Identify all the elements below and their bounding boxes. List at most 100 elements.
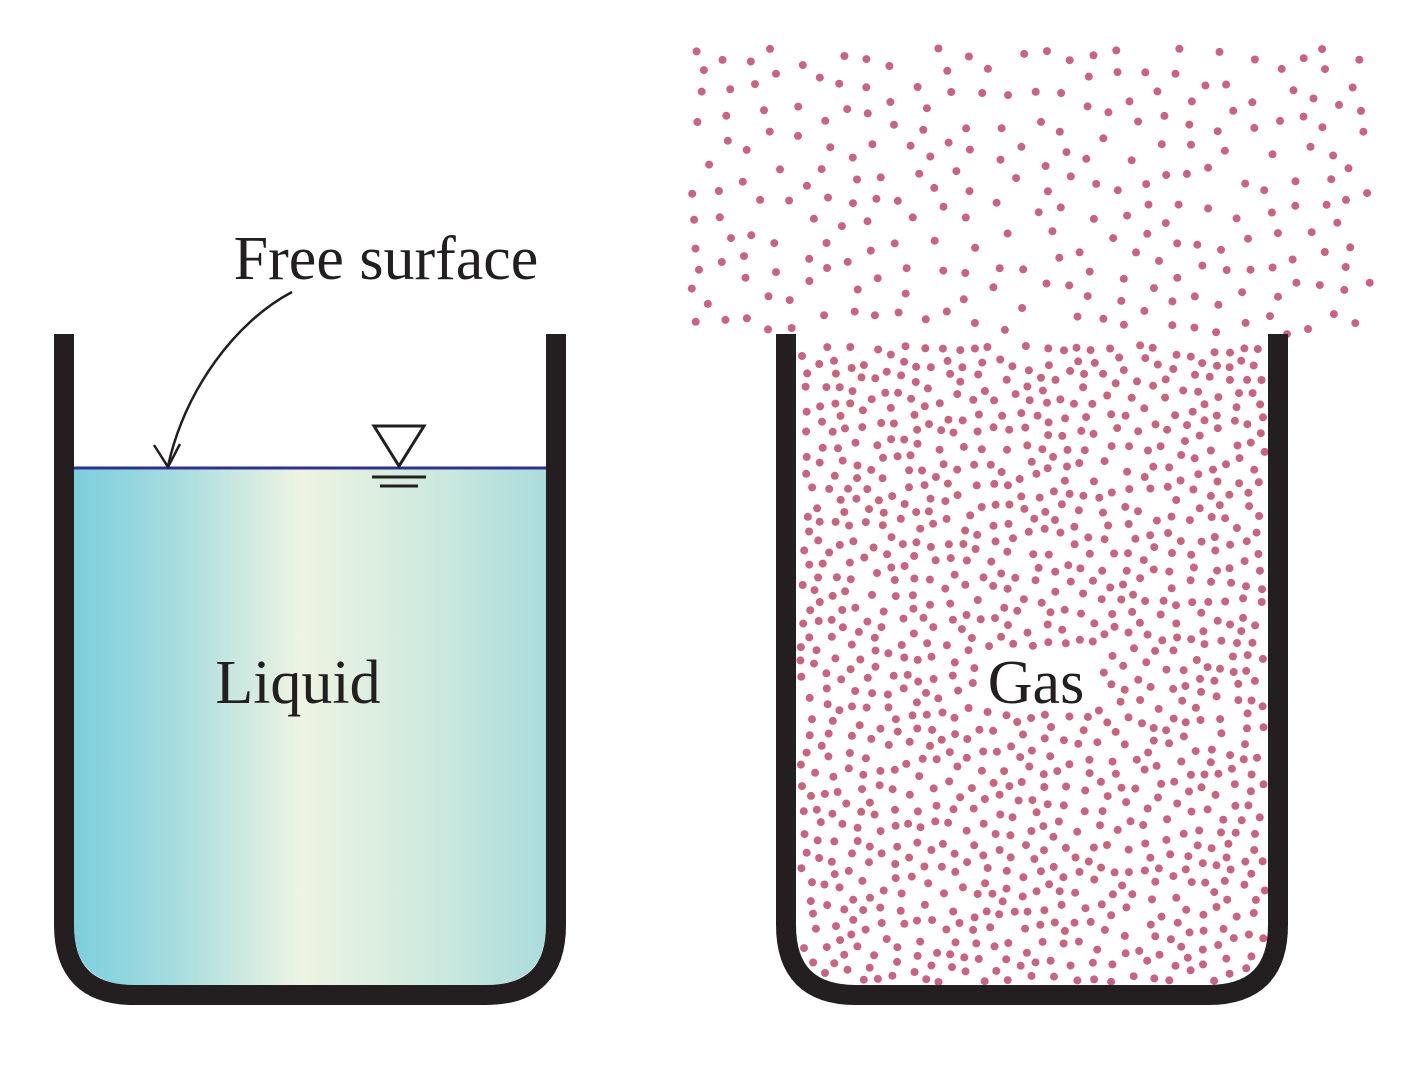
- gas-particle: [1191, 703, 1200, 712]
- gas-particle: [942, 514, 951, 523]
- gas-particle: [1351, 319, 1360, 328]
- gas-particle: [1074, 937, 1083, 946]
- gas-particle: [1140, 866, 1149, 875]
- gas-particle: [1165, 567, 1174, 576]
- gas-particle: [1084, 533, 1093, 542]
- gas-particle: [1120, 740, 1129, 749]
- gas-particle: [1065, 712, 1074, 721]
- gas-particle: [1169, 872, 1178, 881]
- gas-particle: [1252, 528, 1261, 537]
- gas-particle: [1230, 780, 1239, 789]
- gas-particle: [1119, 366, 1128, 375]
- gas-particle: [1044, 418, 1053, 427]
- gas-particle: [890, 576, 899, 584]
- gas-particle: [799, 807, 808, 816]
- gas-particle: [899, 614, 908, 623]
- gas-particle: [805, 693, 814, 702]
- gas-particle: [1021, 342, 1030, 350]
- gas-particle: [1019, 730, 1027, 739]
- gas-particle: [1027, 457, 1036, 466]
- gas-particle: [926, 741, 934, 750]
- gas-particle: [979, 747, 988, 756]
- gas-particle: [845, 521, 854, 530]
- gas-particle: [1055, 887, 1064, 896]
- gas-particle: [1013, 718, 1022, 726]
- gas-particle: [1040, 524, 1049, 533]
- gas-particle: [1242, 964, 1251, 973]
- gas-particle: [1213, 424, 1222, 433]
- gas-particle: [1057, 89, 1066, 97]
- gas-particle: [891, 592, 900, 601]
- gas-particle: [888, 785, 897, 794]
- gas-particle: [1273, 229, 1282, 238]
- gas-particle: [991, 614, 999, 623]
- gas-particle: [805, 560, 814, 569]
- gas-particle: [1217, 245, 1225, 254]
- gas-particle: [863, 485, 872, 494]
- gas-particle: [971, 545, 980, 553]
- gas-particle: [805, 277, 814, 285]
- gas-particle: [1289, 86, 1298, 95]
- gas-particle: [1250, 846, 1259, 854]
- gas-particle: [843, 257, 852, 266]
- gas-particle: [1003, 445, 1011, 454]
- gas-particle: [1049, 832, 1058, 841]
- gas-particle: [1219, 924, 1228, 933]
- gas-particle: [903, 670, 912, 679]
- gas-particle: [1027, 971, 1036, 980]
- gas-particle: [927, 652, 936, 661]
- gas-particle: [1125, 97, 1134, 106]
- gas-particle: [1002, 375, 1011, 384]
- gas-particle: [808, 483, 817, 492]
- gas-particle: [928, 725, 937, 734]
- gas-particle: [842, 799, 851, 808]
- gas-particle: [873, 974, 882, 983]
- gas-particle: [1061, 639, 1070, 648]
- gas-particle: [867, 465, 876, 474]
- gas-particle: [916, 823, 925, 832]
- gas-particle: [939, 460, 948, 469]
- gas-particle: [1255, 512, 1264, 520]
- gas-particle: [1222, 954, 1231, 963]
- gas-particle: [979, 819, 988, 828]
- gas-particle: [1074, 739, 1083, 748]
- gas-particle: [1103, 841, 1111, 849]
- gas-particle: [1004, 519, 1013, 528]
- gas-particle: [925, 575, 934, 584]
- gas-particle: [891, 805, 899, 814]
- gas-particle: [1232, 524, 1241, 532]
- gas-particle: [1210, 348, 1219, 357]
- gas-particle: [1086, 346, 1095, 355]
- gas-particle: [912, 362, 921, 371]
- gas-particle: [905, 466, 914, 475]
- gas-particle: [1020, 504, 1029, 513]
- gas-particle: [992, 198, 1001, 207]
- gas-particle: [924, 507, 933, 516]
- gas-particle: [855, 721, 864, 730]
- gas-particle: [717, 258, 726, 266]
- gas-particle: [924, 879, 933, 888]
- gas-particle: [964, 646, 973, 655]
- gas-particle: [900, 562, 909, 570]
- gas-particle: [865, 798, 874, 807]
- gas-particle: [1072, 343, 1081, 352]
- gas-particle: [1073, 827, 1082, 836]
- gas-particle: [1002, 711, 1011, 720]
- gas-particle: [1154, 793, 1162, 802]
- gas-particle: [1057, 500, 1066, 509]
- gas-particle: [798, 581, 807, 589]
- gas-particle: [1125, 485, 1134, 494]
- gas-particle: [887, 435, 896, 444]
- gas-particle: [957, 625, 966, 634]
- gas-particle: [825, 484, 834, 493]
- gas-particle: [1051, 587, 1060, 596]
- gas-particle: [870, 951, 879, 960]
- gas-particle: [1181, 865, 1190, 874]
- gas-particle: [1104, 521, 1113, 530]
- gas-particle: [933, 948, 942, 957]
- gas-particle: [932, 801, 941, 810]
- gas-particle: [920, 402, 929, 411]
- gas-particle: [815, 517, 824, 526]
- gas-particle: [1254, 550, 1263, 558]
- gas-particle: [1143, 804, 1152, 813]
